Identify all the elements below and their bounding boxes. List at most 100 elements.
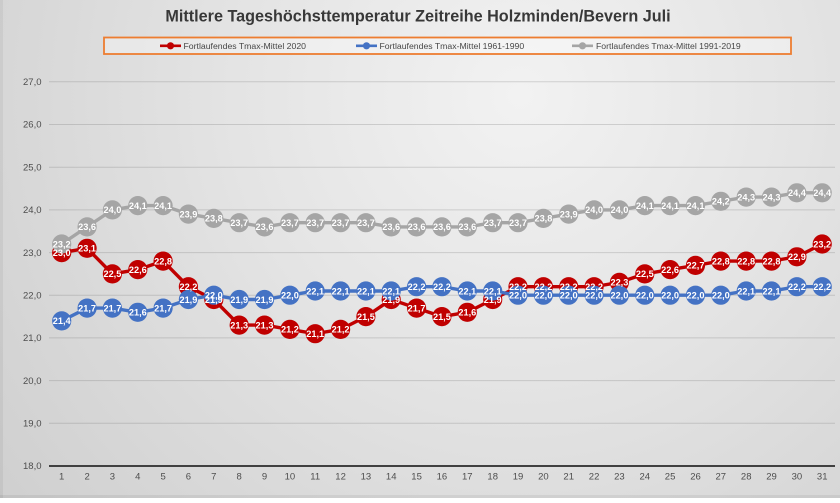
svg-text:22,2: 22,2 (560, 282, 578, 292)
svg-text:24,3: 24,3 (737, 192, 755, 202)
svg-text:23,7: 23,7 (306, 218, 324, 228)
svg-text:1: 1 (59, 472, 64, 483)
svg-text:12: 12 (335, 472, 346, 483)
svg-text:22,2: 22,2 (408, 282, 426, 292)
svg-text:14: 14 (386, 472, 397, 483)
svg-text:22,2: 22,2 (813, 282, 831, 292)
svg-text:22,5: 22,5 (636, 269, 654, 279)
svg-text:21,7: 21,7 (78, 303, 96, 313)
svg-text:24,0: 24,0 (610, 205, 628, 215)
svg-text:24,4: 24,4 (788, 188, 807, 198)
svg-text:22,8: 22,8 (154, 256, 172, 266)
svg-text:24,1: 24,1 (154, 201, 172, 211)
svg-text:23,9: 23,9 (179, 209, 197, 219)
svg-text:21,6: 21,6 (458, 308, 476, 318)
svg-text:11: 11 (310, 472, 320, 483)
svg-text:22,0: 22,0 (205, 291, 223, 301)
svg-text:22,6: 22,6 (661, 265, 679, 275)
svg-text:21,3: 21,3 (230, 320, 248, 330)
svg-text:26: 26 (690, 472, 701, 483)
svg-text:22,0: 22,0 (610, 291, 628, 301)
svg-text:21,1: 21,1 (306, 329, 324, 339)
svg-text:22,0: 22,0 (534, 291, 552, 301)
svg-text:23,7: 23,7 (357, 218, 375, 228)
svg-text:22,1: 22,1 (763, 286, 781, 296)
svg-text:23,2: 23,2 (53, 239, 71, 249)
svg-text:23: 23 (614, 472, 625, 483)
svg-text:Fortlaufendes Tmax-Mittel 2020: Fortlaufendes Tmax-Mittel 2020 (184, 41, 307, 51)
svg-text:29: 29 (766, 472, 777, 483)
svg-text:23,0: 23,0 (23, 248, 42, 259)
svg-text:24,1: 24,1 (661, 201, 679, 211)
svg-text:22,0: 22,0 (661, 291, 679, 301)
svg-text:21,0: 21,0 (23, 333, 42, 344)
svg-text:22,0: 22,0 (585, 291, 603, 301)
svg-text:27: 27 (716, 472, 727, 483)
svg-text:23,6: 23,6 (458, 222, 476, 232)
svg-text:27,0: 27,0 (23, 77, 42, 88)
svg-text:21,9: 21,9 (484, 295, 502, 305)
svg-text:21: 21 (563, 472, 574, 483)
svg-text:13: 13 (361, 472, 372, 483)
svg-text:22,1: 22,1 (332, 286, 350, 296)
svg-text:22,0: 22,0 (687, 291, 705, 301)
svg-text:22,0: 22,0 (281, 291, 299, 301)
svg-text:5: 5 (160, 472, 165, 483)
svg-text:23,8: 23,8 (534, 214, 552, 224)
svg-text:22,2: 22,2 (433, 282, 451, 292)
svg-text:21,2: 21,2 (332, 325, 350, 335)
svg-text:20: 20 (538, 472, 549, 483)
svg-text:22,1: 22,1 (458, 286, 476, 296)
svg-text:22,9: 22,9 (788, 252, 806, 262)
svg-text:Fortlaufendes Tmax-Mittel 1991: Fortlaufendes Tmax-Mittel 1991-2019 (596, 41, 741, 51)
svg-text:21,9: 21,9 (382, 295, 400, 305)
svg-text:24,0: 24,0 (585, 205, 603, 215)
svg-text:23,6: 23,6 (78, 222, 96, 232)
svg-text:24,0: 24,0 (23, 205, 42, 216)
svg-text:23,7: 23,7 (509, 218, 527, 228)
svg-text:21,6: 21,6 (129, 308, 147, 318)
svg-text:10: 10 (285, 472, 296, 483)
svg-text:22,2: 22,2 (534, 282, 552, 292)
svg-text:21,9: 21,9 (205, 295, 223, 305)
svg-text:28: 28 (741, 472, 752, 483)
svg-text:23,7: 23,7 (484, 218, 502, 228)
svg-text:21,9: 21,9 (256, 295, 274, 305)
svg-text:22,3: 22,3 (610, 278, 628, 288)
svg-text:16: 16 (437, 472, 448, 483)
svg-text:23,7: 23,7 (230, 218, 248, 228)
svg-text:22,8: 22,8 (737, 256, 755, 266)
svg-text:26,0: 26,0 (23, 120, 42, 131)
svg-text:22,0: 22,0 (23, 290, 42, 301)
svg-text:8: 8 (237, 472, 242, 483)
svg-text:23,1: 23,1 (78, 244, 96, 254)
svg-text:21,9: 21,9 (230, 295, 248, 305)
svg-text:25: 25 (665, 472, 676, 483)
svg-text:23,6: 23,6 (433, 222, 451, 232)
svg-text:22,5: 22,5 (103, 269, 121, 279)
svg-text:21,5: 21,5 (433, 312, 451, 322)
svg-text:24,4: 24,4 (813, 188, 832, 198)
svg-text:22,0: 22,0 (560, 291, 578, 301)
svg-text:22,8: 22,8 (712, 256, 730, 266)
svg-text:24,1: 24,1 (687, 201, 705, 211)
svg-text:23,9: 23,9 (560, 209, 578, 219)
svg-text:21,3: 21,3 (256, 320, 274, 330)
svg-text:22,2: 22,2 (509, 282, 527, 292)
svg-text:22,7: 22,7 (687, 261, 705, 271)
svg-text:3: 3 (110, 472, 115, 483)
svg-text:18,0: 18,0 (23, 461, 42, 472)
svg-text:24,1: 24,1 (636, 201, 654, 211)
svg-text:24: 24 (640, 472, 651, 483)
svg-text:19,0: 19,0 (23, 419, 42, 430)
svg-text:22,2: 22,2 (585, 282, 603, 292)
svg-text:7: 7 (211, 472, 216, 483)
svg-text:23,2: 23,2 (813, 239, 831, 249)
svg-text:6: 6 (186, 472, 191, 483)
svg-text:22,1: 22,1 (382, 286, 400, 296)
svg-text:21,7: 21,7 (154, 303, 172, 313)
svg-text:22,1: 22,1 (306, 286, 324, 296)
svg-text:22: 22 (589, 472, 600, 483)
svg-text:22,1: 22,1 (357, 286, 375, 296)
svg-text:24,0: 24,0 (103, 205, 121, 215)
